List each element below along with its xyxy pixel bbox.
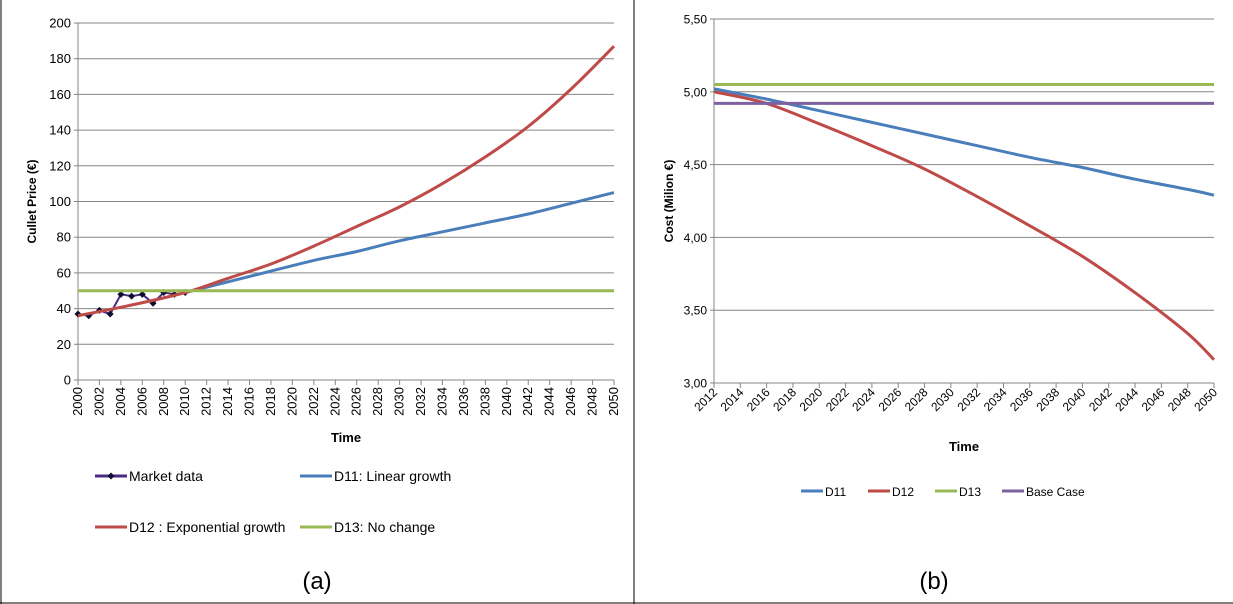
x-tick-label: 2046 [1139,385,1168,414]
x-tick-label: 2048 [585,387,600,416]
x-tick-label: 2020 [284,387,299,416]
series-line [713,87,1215,197]
y-tick-label: 160 [49,87,71,102]
x-tick-label: 2046 [563,387,578,416]
y-tick-label: 0 [64,373,71,388]
legend-label: D13 [959,485,981,499]
x-tick-label: 2028 [370,387,385,416]
legend-label: Base Case [1026,485,1085,499]
y-tick-label: 3,50 [684,304,708,318]
data-point-marker [138,290,146,298]
x-tick-label: 2008 [156,387,171,416]
x-tick-label: 2026 [876,385,905,414]
x-tick-label: 2040 [499,387,514,416]
y-tick-label: 40 [57,301,71,316]
x-tick-label: 2038 [1033,385,1062,414]
y-tick-label: 60 [57,265,71,280]
panel-a-caption: (a) [302,568,331,595]
x-tick-label: 2044 [542,387,557,416]
x-tick-label: 2004 [113,387,128,416]
x-tick-label: 2014 [220,387,235,416]
x-tick-label: 2016 [242,387,257,416]
x-tick-label: 2010 [177,387,192,416]
legend-label: D12 [892,485,914,499]
x-tick-label: 2042 [520,387,535,416]
x-tick-label: 2036 [1007,385,1036,414]
y-tick-label: 180 [49,51,71,66]
y-tick-label: 5,50 [684,13,708,27]
y-tick-label: 100 [49,194,71,209]
legend-marker [107,472,115,480]
x-tick-label: 2044 [1112,385,1141,414]
data-point-marker [117,290,125,298]
y-axis-title: Cullet Price (€) [25,159,39,243]
y-axis-title: Cost (Milion €) [662,160,676,243]
series-line [713,90,1216,361]
x-tick-label: 2014 [718,385,747,414]
panel-b-caption: (b) [919,568,948,595]
x-tick-label: 2012 [199,387,214,416]
x-tick-label: 2006 [134,387,149,416]
legend-label: D12 : Exponential growth [129,519,285,535]
x-tick-label: 2028 [902,385,931,414]
x-tick-label: 2032 [413,387,428,416]
data-point-marker [128,292,136,300]
x-tick-label: 2034 [434,387,449,416]
x-tick-label: 2038 [477,387,492,416]
x-tick-label: 2018 [770,385,799,414]
data-point-marker [106,310,114,318]
x-tick-label: 2030 [928,385,957,414]
legend-label: D13: No change [334,519,435,535]
x-tick-label: 2030 [392,387,407,416]
x-tick-label: 2050 [606,387,621,416]
x-tick-label: 2040 [1060,385,1089,414]
x-axis-title: Time [949,439,979,454]
chart-panel-b: 3,003,504,004,505,005,502012201420162018… [662,13,1220,500]
x-tick-label: 2050 [1191,385,1220,414]
legend-label: Market data [129,468,203,484]
x-tick-label: 2020 [797,385,826,414]
x-tick-label: 2022 [823,385,852,414]
x-tick-label: 2026 [349,387,364,416]
y-tick-label: 80 [57,230,71,245]
y-tick-label: 140 [49,123,71,138]
y-tick-label: 120 [49,158,71,173]
x-tick-label: 2022 [306,387,321,416]
x-tick-label: 2032 [954,385,983,414]
y-tick-label: 20 [57,337,71,352]
x-tick-label: 2048 [1165,385,1194,414]
legend-label: D11: Linear growth [334,468,451,484]
series-line [184,191,615,294]
y-tick-label: 200 [49,16,71,31]
x-tick-label: 2024 [327,387,342,416]
y-tick-label: 3,00 [684,377,708,391]
y-tick-label: 4,00 [684,231,708,245]
x-tick-label: 2000 [70,387,85,416]
x-axis-title: Time [331,430,361,445]
x-tick-label: 2036 [456,387,471,416]
x-tick-label: 2018 [263,387,278,416]
x-tick-label: 2034 [981,385,1010,414]
y-tick-label: 4,50 [684,158,708,172]
x-tick-label: 2024 [849,385,878,414]
y-tick-label: 5,00 [684,85,708,99]
x-tick-label: 2042 [1086,385,1115,414]
legend-label: D11 [825,485,846,499]
x-tick-label: 2002 [91,387,106,416]
x-tick-label: 2016 [744,385,773,414]
series-line [77,45,616,318]
